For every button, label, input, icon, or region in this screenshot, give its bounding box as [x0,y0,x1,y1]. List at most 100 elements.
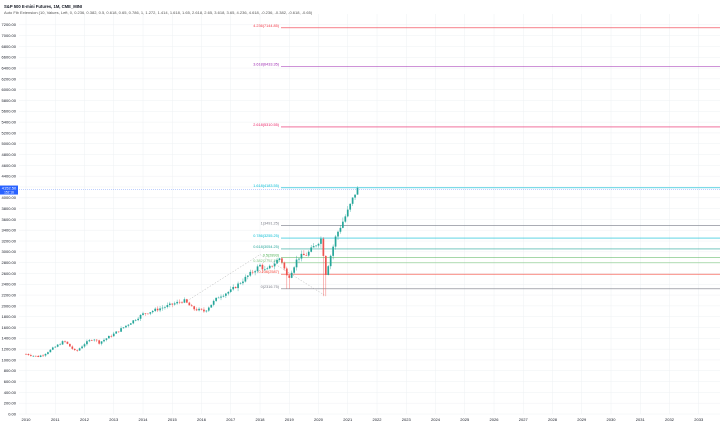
y-tick-label: 6600.00 [2,55,17,60]
candle-body [66,341,69,344]
y-tick-label: 3000.00 [2,249,17,254]
x-tick-label: 2030 [607,417,617,422]
x-tick-label: 2019 [285,417,295,422]
candle-body [176,301,178,304]
candle-body [178,301,181,303]
y-tick-label: 3600.00 [2,217,17,222]
candle-body [227,291,230,294]
x-tick-label: 2011 [51,417,60,422]
candle-body [88,340,91,342]
candle-body [127,324,130,326]
candle-body [166,305,169,308]
candle-body [51,347,54,350]
candle-body [305,255,308,256]
candle-body [254,271,256,273]
candlestick-series [25,186,359,358]
y-tick-label: 3400.00 [2,228,17,233]
time-axis[interactable]: 2010 2011 2012 2013 2014 2015 2016 2017 2018 2019… [22,417,704,422]
y-tick-label: 4000.00 [2,195,17,200]
y-tick-label: 6800.00 [2,44,17,49]
candle-body [183,299,186,303]
candle-body [312,246,315,248]
candle-body [278,258,281,260]
candle-body [339,227,342,232]
candle-body [332,246,334,256]
x-tick-label: 2010 [22,417,32,422]
x-tick-label: 2029 [577,417,587,422]
candle-body [307,251,310,256]
candle-body [147,313,149,315]
candle-body [142,313,144,315]
y-tick-label: 6200.00 [2,76,17,81]
candle-body [76,350,79,351]
candle-body [261,264,264,270]
candle-body [203,309,205,312]
fib-level-label: 0.236(2587) [259,270,280,274]
fib-level-label: 0(2316.75) [261,285,280,289]
candle-body [73,348,76,351]
candle-body [164,307,166,308]
candle-body [25,354,27,355]
fib-level-label: 2.618(5310.55) [253,123,279,127]
candle-body [117,331,120,333]
candle-body [232,286,235,290]
candle-body [122,327,125,329]
candle-body [59,344,61,346]
candle-body [137,318,139,321]
candle-body [320,238,322,244]
candle-body [151,310,154,313]
candle-body [264,269,266,270]
candle-body [239,283,242,284]
candle-body [281,258,283,263]
candle-body [317,243,320,246]
candle-body [315,245,317,247]
candle-body [181,302,183,303]
candle-body [149,312,152,314]
candle-body [188,302,191,306]
y-tick-label: 5600.00 [2,109,17,114]
candle-body [205,310,208,312]
candle-body [125,325,127,328]
x-tick-label: 2032 [665,417,675,422]
candle-body [334,236,337,247]
candle-body [27,354,30,356]
x-tick-label: 2025 [460,417,470,422]
candle-body [98,340,100,344]
price-axis[interactable]: 0.00 200.00 400.00 600.00 800.00 1000.00 1200.… [2,22,17,416]
candle-body [105,338,108,340]
fib-level-label: 0.382(2797.25) [253,259,279,263]
candle-body [210,304,213,308]
fib-level-label: 0.618(3054.25) [253,245,279,249]
candle-body [229,289,232,292]
x-tick-label: 2026 [490,417,500,422]
x-tick-label: 2015 [168,417,178,422]
y-tick-label: 5800.00 [2,98,17,103]
y-tick-label: 5000.00 [2,141,17,146]
x-tick-label: 2017 [226,417,236,422]
y-tick-label: 400.00 [4,390,17,395]
candle-body [90,340,93,341]
candle-body [298,258,300,260]
x-tick-label: 2023 [402,417,412,422]
candle-body [246,275,249,277]
fib-level-label: 3.618(6433.35) [253,62,279,66]
x-tick-label: 2033 [694,417,704,422]
candle-body [293,267,295,273]
fib-extension-levels: 4.236(7144.85) 3.618(6433.35) 2.618(5310.5… [253,24,720,290]
candle-body [249,271,252,276]
candle-body [161,307,164,309]
candle-body [244,276,247,282]
candle-body [271,265,274,267]
candle-body [193,306,196,310]
y-tick-label: 2200.00 [2,292,17,297]
candle-body [103,339,105,342]
y-tick-label: 7000.00 [2,33,17,38]
candle-body [49,349,52,353]
candle-body [215,297,217,301]
candle-body [100,341,103,344]
candle-body [349,203,352,210]
indicator-legend[interactable]: Auto Fib Extension (10, Values, Left, 0,… [4,10,313,15]
fib-level-label: 0.5(2893) [263,254,280,258]
y-tick-label: 0.00 [8,411,17,416]
